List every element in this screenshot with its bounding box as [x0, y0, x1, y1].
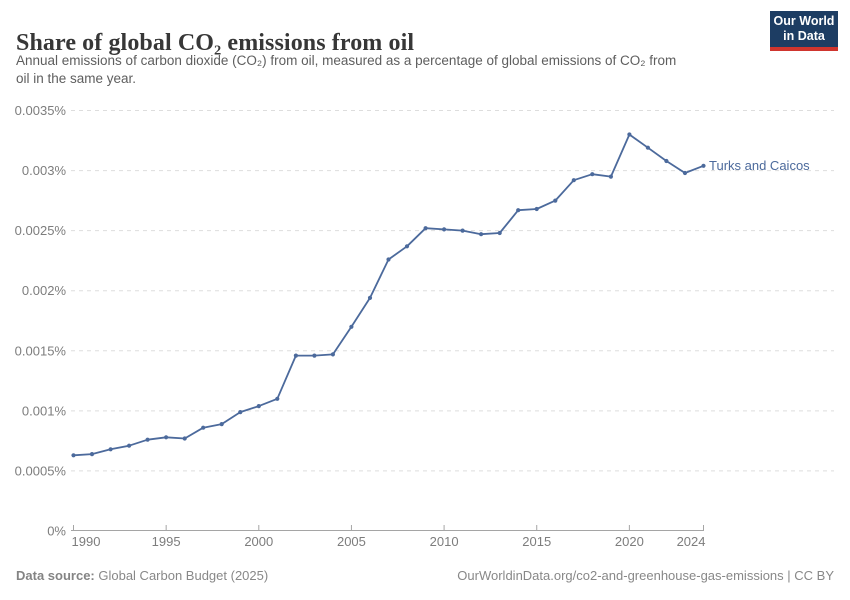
owid-logo-line2: in Data — [783, 29, 825, 43]
data-point-marker — [608, 174, 614, 179]
x-tick-label: 2015 — [522, 534, 551, 549]
data-point-marker — [127, 443, 132, 448]
footer-citation-link[interactable]: OurWorldinData.org/co2-and-greenhouse-ga… — [457, 568, 834, 583]
data-point-marker — [386, 257, 391, 262]
data-point-marker — [534, 206, 539, 212]
data-point-marker — [479, 232, 484, 237]
data-point-marker — [219, 422, 224, 427]
data-point-marker — [256, 404, 261, 409]
data-point-marker — [71, 453, 76, 458]
data-point-marker — [182, 436, 187, 441]
y-tick-label: 0.0015% — [15, 343, 67, 358]
series-line — [72, 133, 705, 457]
data-point-marker — [516, 208, 521, 213]
data-point-marker — [404, 244, 410, 249]
data-point-marker — [701, 163, 706, 168]
owid-logo[interactable]: Our World in Data — [770, 11, 838, 51]
data-point-marker — [201, 425, 206, 430]
x-tick-label: 2005 — [337, 534, 366, 549]
data-point-marker — [349, 324, 354, 329]
data-point-marker — [423, 226, 428, 231]
data-point-marker — [645, 145, 651, 150]
data-point-marker — [89, 452, 95, 457]
x-tick-label: 2000 — [244, 534, 273, 549]
data-point-marker — [238, 410, 243, 415]
y-tick-label: 0.002% — [22, 283, 67, 298]
data-point-marker — [497, 230, 502, 236]
data-point-marker — [460, 228, 465, 233]
x-tick-label: 2024 — [677, 534, 706, 549]
data-source-label: Data source: — [16, 568, 95, 583]
data-point-marker — [108, 447, 113, 452]
chart-footer: Data source: Global Carbon Budget (2025)… — [16, 568, 834, 588]
data-point-marker — [275, 396, 280, 401]
y-tick-label: 0.0035% — [15, 103, 67, 118]
y-tick-label: 0.0005% — [15, 463, 67, 478]
x-tick-label: 1990 — [72, 534, 101, 549]
data-point-marker — [330, 352, 335, 357]
data-point-marker — [553, 198, 558, 203]
chart-title: Share of global CO₂ emissions from oil — [16, 30, 415, 57]
chart-subtitle: Annual emissions of carbon dioxide (CO₂)… — [16, 52, 756, 88]
data-point-marker — [590, 172, 595, 177]
y-tick-label: 0% — [47, 524, 66, 539]
data-point-marker — [293, 353, 298, 358]
data-point-marker — [312, 353, 317, 358]
y-tick-label: 0.003% — [22, 163, 67, 178]
data-source-note: Data source: Global Carbon Budget (2025) — [16, 568, 268, 588]
data-point-marker — [664, 158, 669, 164]
chart-subtitle-line2: oil in the same year. — [16, 70, 137, 86]
data-point-marker — [442, 227, 447, 232]
data-point-marker — [682, 170, 688, 176]
chart-subtitle-line1: Annual emissions of carbon dioxide (CO₂)… — [16, 53, 677, 68]
data-source-value: Global Carbon Budget (2025) — [94, 568, 269, 583]
x-tick-label: 2020 — [615, 534, 644, 549]
y-tick-label: 0.001% — [22, 403, 67, 418]
data-point-marker — [571, 178, 576, 183]
data-point-marker — [627, 132, 632, 137]
data-point-marker — [145, 437, 150, 442]
data-point-marker — [164, 435, 169, 440]
x-tick-label: 1995 — [152, 534, 181, 549]
y-tick-label: 0.0025% — [15, 223, 67, 238]
data-point-marker — [367, 295, 373, 300]
x-tick-label: 2010 — [430, 534, 459, 549]
owid-logo-line1: Our World — [773, 14, 835, 29]
series-entity-label: Turks and Caicos — [709, 158, 810, 173]
